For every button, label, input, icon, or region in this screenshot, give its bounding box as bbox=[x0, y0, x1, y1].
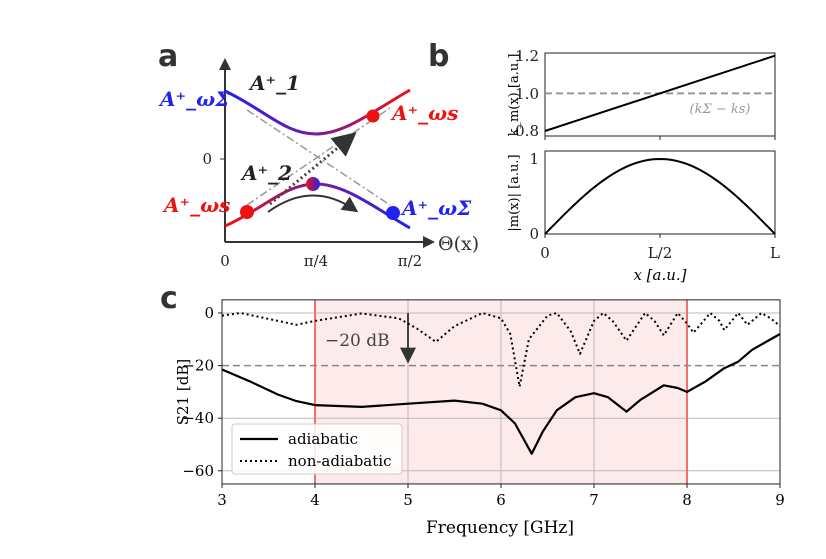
b-ytick-label: 0.8 bbox=[515, 122, 539, 140]
b-top-frame bbox=[544, 52, 776, 137]
panel-label-a: a bbox=[158, 39, 178, 74]
b-top-y-label: k_m(x) [a.u.] bbox=[507, 54, 522, 137]
b-reference-label: (kΣ − ks) bbox=[690, 102, 751, 117]
a-diabatic-line bbox=[246, 109, 391, 206]
a-label-branch2: A⁺_2 bbox=[240, 161, 292, 185]
b-ytick-label: 1 bbox=[529, 150, 539, 168]
b-x-axis-label: x [a.u.] bbox=[633, 266, 686, 284]
c-y-axis-label: S21 [dB] bbox=[174, 359, 192, 425]
b-ytick-label: 0 bbox=[529, 225, 539, 243]
c-ytick-label: 0 bbox=[204, 304, 214, 322]
c-xtick-label: 8 bbox=[682, 491, 692, 509]
a-state-dot bbox=[240, 205, 254, 219]
a-diabatic-line bbox=[246, 107, 391, 206]
a-lower-branch bbox=[224, 182, 411, 230]
a-xtick-label: π/4 bbox=[304, 252, 328, 270]
a-xtick-label: 0 bbox=[220, 252, 230, 270]
a-label-branch1: A⁺_1 bbox=[248, 71, 300, 95]
legend-label-adiabatic: adiabatic bbox=[288, 430, 358, 448]
a-label-lower-left: A⁺_ωs bbox=[162, 193, 230, 217]
a-adiabatic-arrow bbox=[267, 194, 359, 213]
c-ytick-label: −60 bbox=[182, 462, 214, 480]
c-ytick-label: −40 bbox=[182, 409, 214, 427]
b-xtick-label: L bbox=[770, 244, 780, 262]
panel-label-b: b bbox=[428, 39, 449, 74]
a-upper-branch bbox=[224, 88, 411, 136]
b-km-line bbox=[544, 54, 776, 132]
c-series-non-adiabatic bbox=[221, 312, 781, 388]
b-bottom-y-label: |m(x)| [a.u.] bbox=[507, 154, 522, 231]
b-xtick-label: L/2 bbox=[648, 244, 673, 262]
a-ytick-label: 0 bbox=[202, 150, 212, 168]
b-m-curve bbox=[544, 157, 776, 235]
a-x-arrowhead-icon bbox=[423, 236, 435, 248]
b-bottom-frame bbox=[544, 150, 776, 235]
a-label-lower-right: A⁺_ωΣ bbox=[400, 196, 472, 220]
a-label-upper-left: A⁺_ωΣ bbox=[158, 87, 230, 111]
panel-label-c: c bbox=[160, 281, 178, 316]
b-ytick-label: 1.0 bbox=[515, 85, 539, 103]
legend-label-non-adiabatic: non-adiabatic bbox=[288, 452, 391, 470]
a-label-upper-right: A⁺_ωs bbox=[390, 101, 458, 125]
c-ytick-label: −20 bbox=[182, 357, 214, 375]
a-state-dot bbox=[306, 177, 320, 191]
b-ytick-label: 1.2 bbox=[515, 47, 539, 65]
c-legend bbox=[231, 423, 403, 475]
c-xtick-label: 9 bbox=[775, 491, 785, 509]
c-xtick-label: 7 bbox=[589, 491, 599, 509]
c-xtick-label: 3 bbox=[217, 491, 227, 509]
a-state-dot bbox=[386, 206, 400, 220]
a-x-axis-label: Θ(x) bbox=[438, 233, 479, 255]
c-series-adiabatic bbox=[221, 333, 781, 455]
c-xtick-label: 6 bbox=[496, 491, 506, 509]
a-xtick-label: π/2 bbox=[398, 252, 422, 270]
c-xtick-label: 5 bbox=[403, 491, 413, 509]
a-y-arrowhead-icon bbox=[219, 58, 231, 70]
c-xtick-label: 4 bbox=[310, 491, 320, 509]
c-x-axis-label: Frequency [GHz] bbox=[426, 518, 574, 538]
b-xtick-label: 0 bbox=[540, 244, 550, 262]
a-state-dot bbox=[366, 109, 380, 123]
c-annotation: −20 dB bbox=[325, 331, 390, 351]
